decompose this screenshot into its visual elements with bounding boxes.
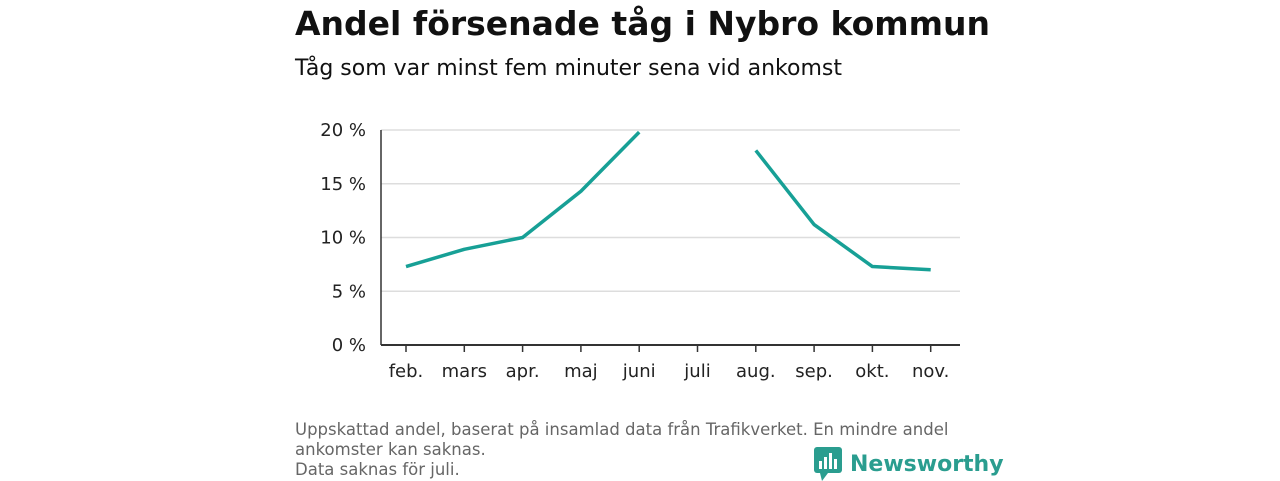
y-tick-label: 20 %: [320, 120, 366, 141]
x-tick-label: aug.: [736, 361, 776, 382]
series-line-segment: [405, 130, 641, 269]
x-tick-label: okt.: [855, 361, 889, 382]
newsworthy-logo: Newsworthy: [814, 447, 1004, 481]
x-tick-label: juli: [683, 361, 710, 382]
x-tick-label: maj: [564, 361, 598, 382]
y-tick-label: 15 %: [320, 174, 366, 195]
y-tick-label: 5 %: [332, 281, 366, 302]
logo-text: Newsworthy: [850, 451, 1004, 477]
y-tick-label: 10 %: [320, 228, 366, 249]
chart-footnote: Uppskattad andel, baserat på insamlad da…: [295, 420, 985, 480]
x-tick-label: nov.: [912, 361, 949, 382]
chart-subtitle: Tåg som var minst fem minuter sena vid a…: [295, 56, 842, 81]
x-tick-label: sep.: [795, 361, 833, 382]
footnote-line-1: Uppskattad andel, baserat på insamlad da…: [295, 420, 949, 439]
line-chart: 0 % 5 % 10 % 15 % 20 % feb. mars apr. maj juni jul…: [320, 120, 960, 382]
x-tick-label: apr.: [506, 361, 540, 382]
bar-chart-bubble-icon: [814, 447, 842, 481]
chart-title: Andel försenade tåg i Nybro kommun: [295, 4, 991, 43]
footnote-line-3: Data saknas för juli.: [295, 460, 460, 479]
x-tick-label: mars: [442, 361, 487, 382]
y-tick-label: 0 %: [332, 335, 366, 356]
series-line-segment: [754, 149, 931, 272]
footnote-line-2: ankomster kan saknas.: [295, 440, 486, 459]
x-tick-label: juni: [622, 361, 656, 382]
x-tick-label: feb.: [389, 361, 424, 382]
